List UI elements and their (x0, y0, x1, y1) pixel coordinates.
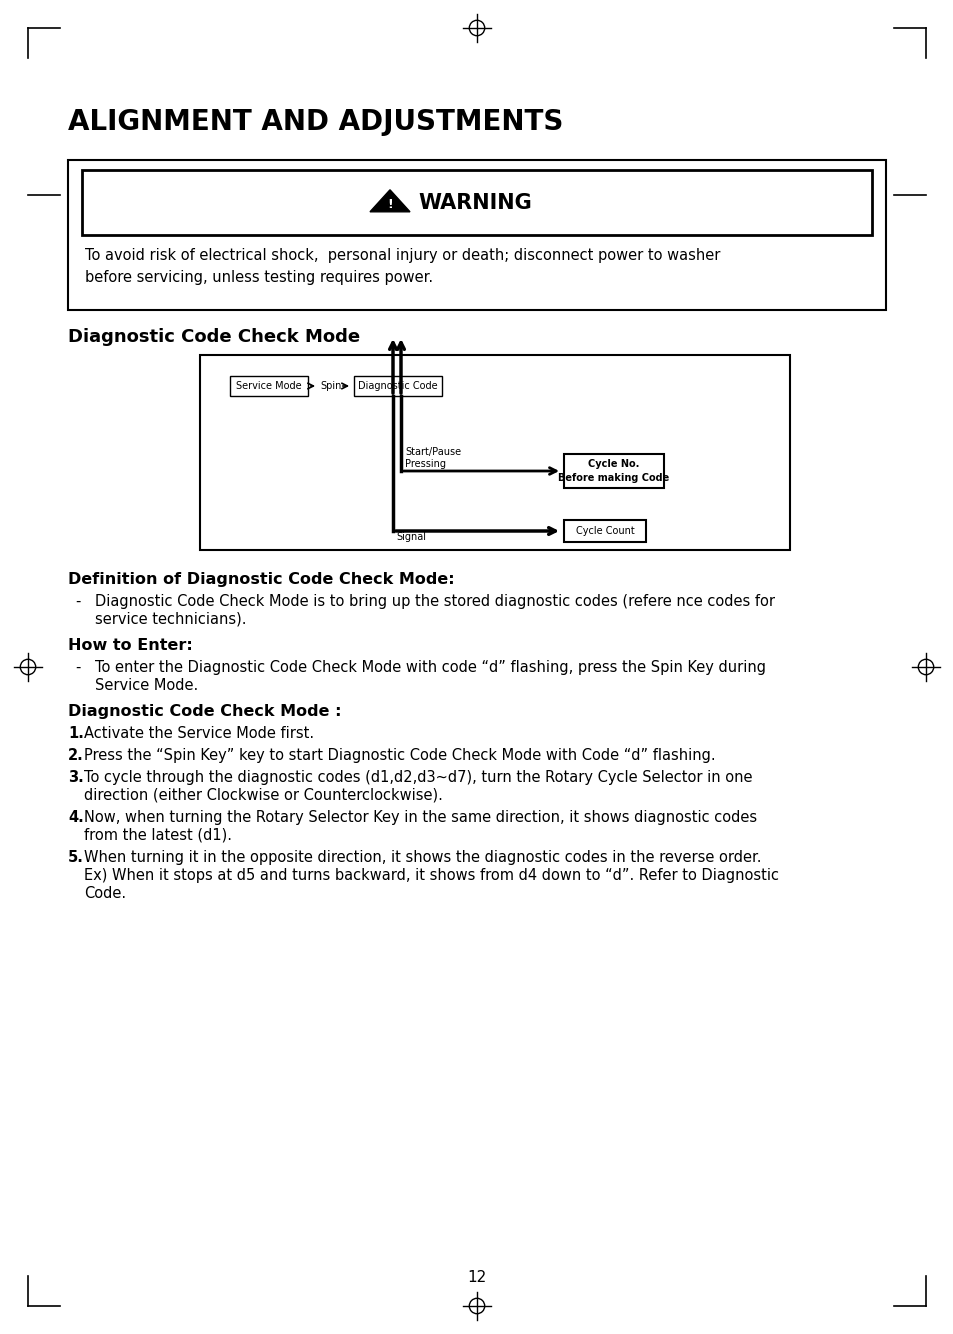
Text: Cycle Count: Cycle Count (575, 526, 634, 536)
Text: service technicians).: service technicians). (95, 612, 246, 627)
Polygon shape (370, 189, 410, 212)
Text: Ex) When it stops at d5 and turns backward, it shows from d4 down to “d”. Refer : Ex) When it stops at d5 and turns backwa… (84, 868, 779, 883)
FancyBboxPatch shape (230, 376, 308, 396)
FancyBboxPatch shape (563, 520, 645, 542)
Text: Spin: Spin (319, 382, 341, 391)
Text: Signal: Signal (395, 532, 426, 542)
Text: To enter the Diagnostic Code Check Mode with code “d” flashing, press the Spin K: To enter the Diagnostic Code Check Mode … (95, 660, 765, 675)
Text: 1.: 1. (68, 726, 84, 740)
Text: To avoid risk of electrical shock,  personal injury or death; disconnect power t: To avoid risk of electrical shock, perso… (85, 248, 720, 263)
Text: Service Mode: Service Mode (236, 382, 301, 391)
Text: Start/Pause
Pressing: Start/Pause Pressing (405, 447, 460, 470)
Text: Diagnostic Code Check Mode :: Diagnostic Code Check Mode : (68, 704, 341, 719)
Text: How to Enter:: How to Enter: (68, 638, 193, 654)
Text: !: ! (387, 199, 393, 212)
Text: Diagnostic Code: Diagnostic Code (357, 382, 437, 391)
FancyBboxPatch shape (200, 355, 789, 550)
Text: -: - (75, 660, 80, 675)
Text: -: - (75, 594, 80, 610)
Text: before servicing, unless testing requires power.: before servicing, unless testing require… (85, 269, 433, 285)
Text: Cycle No.
Before making Code: Cycle No. Before making Code (558, 459, 669, 483)
Text: 5.: 5. (68, 850, 84, 864)
Text: Now, when turning the Rotary Selector Key in the same direction, it shows diagno: Now, when turning the Rotary Selector Ke… (84, 810, 757, 824)
Text: 12: 12 (467, 1270, 486, 1286)
Text: Diagnostic Code Check Mode is to bring up the stored diagnostic codes (refere nc: Diagnostic Code Check Mode is to bring u… (95, 594, 774, 610)
Text: ALIGNMENT AND ADJUSTMENTS: ALIGNMENT AND ADJUSTMENTS (68, 108, 563, 136)
Text: To cycle through the diagnostic codes (d1,d2,d3~d7), turn the Rotary Cycle Selec: To cycle through the diagnostic codes (d… (84, 770, 752, 784)
FancyBboxPatch shape (354, 376, 441, 396)
Text: 3.: 3. (68, 770, 84, 784)
Text: 4.: 4. (68, 810, 84, 824)
Text: 2.: 2. (68, 748, 84, 763)
FancyBboxPatch shape (563, 454, 663, 488)
Text: from the latest (d1).: from the latest (d1). (84, 828, 232, 843)
FancyBboxPatch shape (68, 160, 885, 309)
Text: WARNING: WARNING (417, 193, 531, 213)
Text: Service Mode.: Service Mode. (95, 678, 198, 692)
Text: Press the “Spin Key” key to start Diagnostic Code Check Mode with Code “d” flash: Press the “Spin Key” key to start Diagno… (84, 748, 715, 763)
Text: direction (either Clockwise or Counterclockwise).: direction (either Clockwise or Countercl… (84, 788, 442, 803)
Text: Activate the Service Mode first.: Activate the Service Mode first. (84, 726, 314, 740)
FancyBboxPatch shape (82, 169, 871, 235)
Text: When turning it in the opposite direction, it shows the diagnostic codes in the : When turning it in the opposite directio… (84, 850, 760, 864)
Text: Definition of Diagnostic Code Check Mode:: Definition of Diagnostic Code Check Mode… (68, 572, 455, 587)
Text: Diagnostic Code Check Mode: Diagnostic Code Check Mode (68, 328, 359, 346)
Text: Code.: Code. (84, 886, 126, 900)
